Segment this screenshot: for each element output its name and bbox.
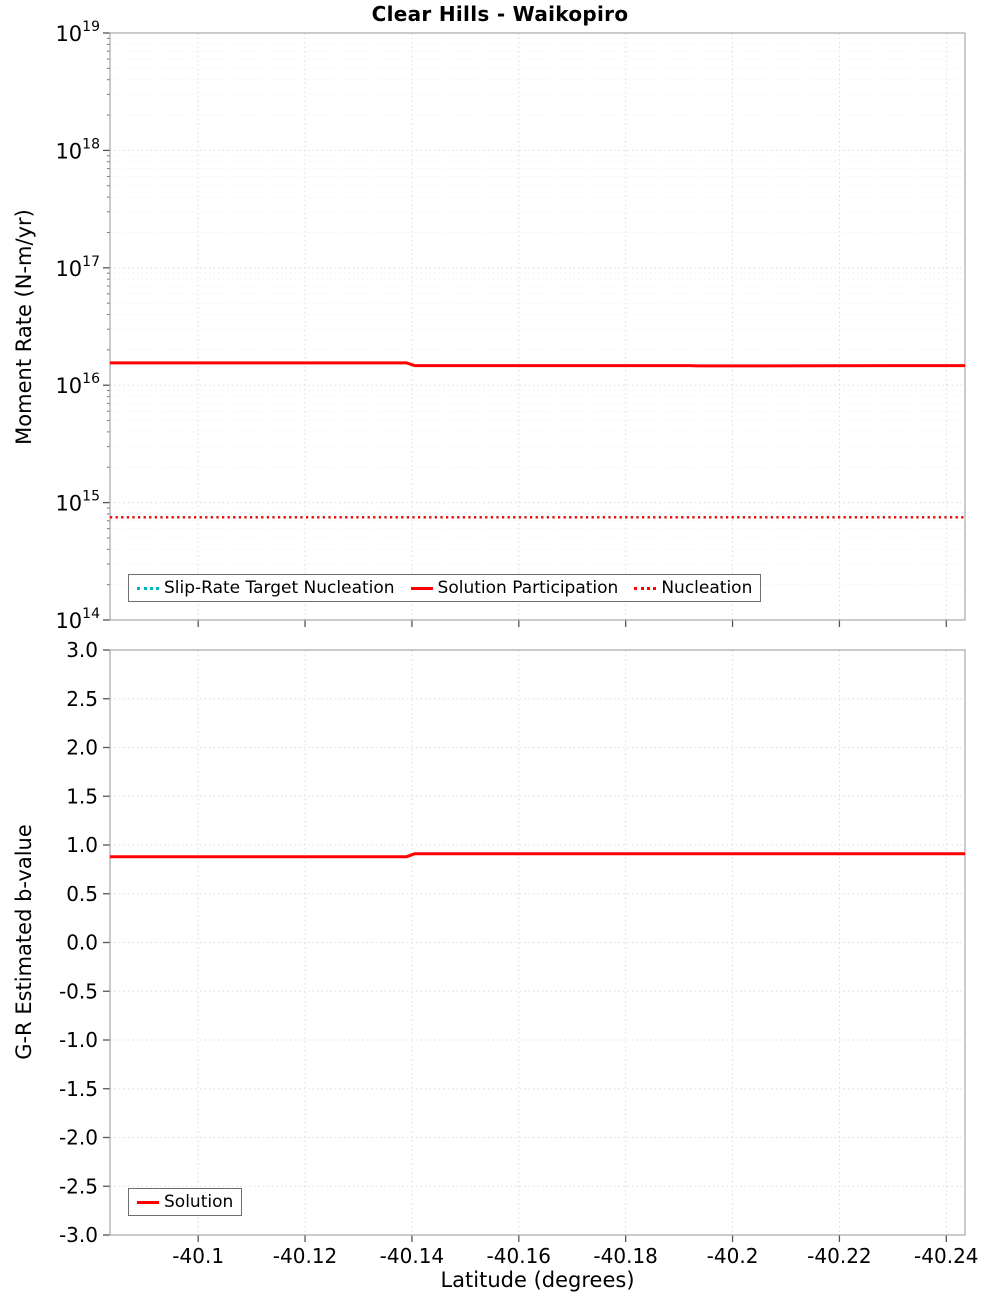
svg-text:-1.5: -1.5 [59,1077,98,1101]
y-axis-title: G-R Estimated b-value [12,824,36,1060]
svg-text:-40.1: -40.1 [172,1244,224,1268]
svg-text:-0.5: -0.5 [59,979,98,1003]
svg-text:3.0: 3.0 [66,638,98,662]
svg-text:1018: 1018 [55,136,100,163]
red-dotted-line-icon [634,586,657,590]
red-solid-line-icon [410,586,433,590]
gridlines [110,649,965,1236]
legend-item-slip-rate-target: Slip-Rate Target Nucleation [137,578,395,598]
legend-label: Slip-Rate Target Nucleation [164,578,395,598]
chart-title: Clear Hills - Waikopiro [371,2,629,26]
svg-text:-40.16: -40.16 [487,1244,551,1268]
svg-text:-2.0: -2.0 [59,1126,98,1150]
legend-bottom: Solution [128,1188,243,1217]
svg-text:-2.5: -2.5 [59,1174,98,1198]
svg-text:1.0: 1.0 [66,833,98,857]
teal-dotted-line-icon [137,586,159,590]
legend-label: Solution [164,1192,234,1212]
svg-text:-40.22: -40.22 [807,1244,871,1268]
red-solid-line-icon [137,1200,159,1204]
svg-text:-1.0: -1.0 [59,1028,98,1052]
b-value-chart: -3.0 -2.5 -2.0 -1.5 -1.0 -0.5 0.0 0.5 1.0 1.5 2.0 2… [0,630,1000,1300]
x-axis-title: Latitude (degrees) [440,1268,635,1292]
data-series [110,361,966,519]
svg-text:-40.24: -40.24 [914,1244,978,1268]
data-series [110,852,965,859]
svg-text:-40.2: -40.2 [707,1244,759,1268]
y-axis-title: Moment Rate (N-m/yr) [12,209,36,445]
svg-text:1016: 1016 [55,371,100,398]
svg-text:0.5: 0.5 [66,882,98,906]
tick-labels: 1014 1015 1016 1017 1018 1019 [55,19,100,630]
tick-labels: -3.0 -2.5 -2.0 -1.5 -1.0 -0.5 0.0 0.5 1.0 1.5 2.0 2… [59,638,979,1268]
svg-text:1015: 1015 [55,489,100,516]
svg-text:-40.12: -40.12 [273,1244,337,1268]
b-value-plot: -3.0 -2.5 -2.0 -1.5 -1.0 -0.5 0.0 0.5 1.0 1.5 2.0 2… [59,638,979,1268]
svg-text:1014: 1014 [55,606,100,630]
svg-text:2.0: 2.0 [66,736,98,760]
svg-text:1.5: 1.5 [66,784,98,808]
legend-label: Solution Participation [437,578,619,598]
legend-top: Slip-Rate Target Nucleation Solution Par… [128,574,762,603]
legend-item-solution-participation: Solution Participation [410,578,619,598]
legend-item-solution: Solution [137,1192,233,1212]
moment-rate-plot: 1014 1015 1016 1017 1018 1019 [55,19,966,630]
legend-label: Nucleation [661,578,753,598]
axes [103,32,966,627]
svg-text:2.5: 2.5 [66,687,98,711]
svg-text:-40.18: -40.18 [593,1244,657,1268]
svg-text:0.0: 0.0 [66,931,98,955]
svg-text:-3.0: -3.0 [59,1223,98,1247]
moment-rate-chart: Clear Hills - Waikopiro 1014 1015 1016 1017… [0,0,1000,630]
svg-text:1019: 1019 [55,19,100,46]
axes [103,649,966,1242]
legend-item-nucleation: Nucleation [634,578,752,598]
gridlines [110,32,965,621]
svg-text:-40.14: -40.14 [380,1244,444,1268]
svg-text:1017: 1017 [55,254,100,281]
